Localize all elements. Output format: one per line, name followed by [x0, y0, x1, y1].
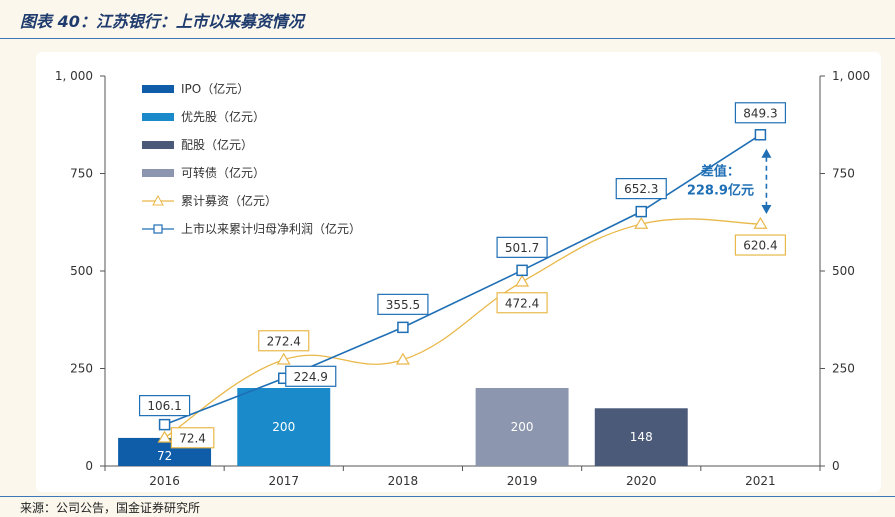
x-tick-label: 2020	[626, 474, 657, 488]
y-tick-label-right: 750	[832, 167, 855, 181]
chart-header: 图表 40：江苏银行：上市以来募资情况	[0, 0, 895, 39]
bar-data-label: 200	[511, 420, 534, 434]
footer-divider	[0, 496, 895, 497]
cum-profit-data-label-box	[377, 293, 429, 315]
cum-profit-marker	[754, 129, 767, 141]
y-tick-label-right: 500	[832, 264, 855, 278]
chart-title: 图表 40：江苏银行：上市以来募资情况	[20, 12, 304, 31]
cum-profit-data-label: 652.3	[624, 182, 658, 196]
cum-profit-marker	[516, 264, 528, 277]
cum-profit-data-label: 106.1	[147, 399, 181, 413]
legend-marker	[153, 224, 163, 234]
difference-annotation-value: 228.9亿元	[687, 182, 754, 198]
legend-swatch	[142, 85, 174, 93]
x-tick-label: 2019	[507, 474, 538, 488]
bar	[475, 388, 569, 466]
legend-label: 配股（亿元）	[181, 137, 253, 152]
cum-profit-marker	[635, 205, 647, 218]
y-tick-label-right: 250	[832, 362, 855, 376]
legend-marker	[152, 194, 164, 206]
cum-funding-marker	[515, 274, 530, 287]
y-tick-label-left: 750	[70, 167, 93, 181]
cum-funding-marker	[157, 430, 172, 443]
y-tick-label-left: 500	[70, 264, 93, 278]
cum-funding-data-label: 72.4	[179, 431, 206, 445]
bar	[237, 388, 331, 466]
source-note: 来源：公司公告，国金证券研究所	[20, 501, 201, 515]
cum-profit-data-label: 501.7	[505, 241, 539, 255]
bar-data-label: 200	[272, 420, 295, 434]
legend-label: 可转债（亿元）	[181, 165, 265, 180]
cum-profit-data-label-box	[285, 365, 337, 387]
legend-label: 上市以来累计归母净利润（亿元）	[181, 221, 361, 236]
x-tick-label: 2016	[149, 474, 180, 488]
cum-funding-data-label: 620.4	[743, 239, 777, 253]
y-tick-label-left: 1, 000	[55, 69, 93, 83]
chart-panel	[36, 52, 881, 492]
legend-swatch	[142, 169, 174, 177]
cum-profit-data-label-box	[615, 178, 667, 200]
x-tick-label: 2018	[388, 474, 419, 488]
cum-profit-data-label: 355.5	[386, 298, 420, 312]
y-tick-label-right: 0	[832, 459, 840, 473]
difference-arrow-head-down	[761, 205, 772, 215]
cum-profit-data-label: 224.9	[294, 370, 328, 384]
cum-profit-data-label-box	[734, 102, 787, 124]
legend-swatch	[142, 113, 174, 121]
y-tick-label-left: 0	[85, 459, 93, 473]
cum-profit-marker	[397, 321, 409, 334]
bar-data-label: 148	[630, 430, 653, 444]
cum-funding-line	[164, 218, 761, 439]
cum-profit-data-label-box	[138, 395, 191, 417]
legend-label: 累计募资（亿元）	[181, 193, 277, 208]
cum-profit-marker	[158, 418, 171, 431]
bar	[594, 408, 688, 466]
cum-funding-marker	[753, 216, 768, 229]
cum-funding-data-label-box	[258, 330, 310, 352]
cum-funding-data-label-box	[734, 234, 787, 256]
y-tick-label-right: 1, 000	[832, 69, 870, 83]
y-tick-label-left: 250	[70, 362, 93, 376]
cum-funding-marker	[395, 352, 410, 365]
cum-profit-data-label-box	[496, 236, 548, 258]
bar-data-label: 72	[157, 449, 172, 463]
cum-funding-data-label-box	[496, 292, 548, 314]
x-tick-label: 2021	[745, 474, 776, 488]
difference-annotation-label: 差值：	[701, 163, 740, 179]
x-tick-label: 2017	[268, 474, 299, 488]
difference-arrow-head-up	[761, 148, 772, 158]
cum-funding-data-label-box	[170, 427, 215, 449]
legend-swatch	[142, 141, 174, 149]
cum-funding-data-label: 472.4	[505, 296, 539, 310]
cum-funding-marker	[634, 216, 649, 229]
cum-funding-data-label: 272.4	[267, 334, 301, 348]
legend-label: 优先股（亿元）	[181, 109, 265, 124]
legend-label: IPO（亿元）	[181, 81, 249, 96]
cum-funding-marker	[276, 352, 291, 365]
cum-profit-data-label: 849.3	[743, 106, 777, 120]
